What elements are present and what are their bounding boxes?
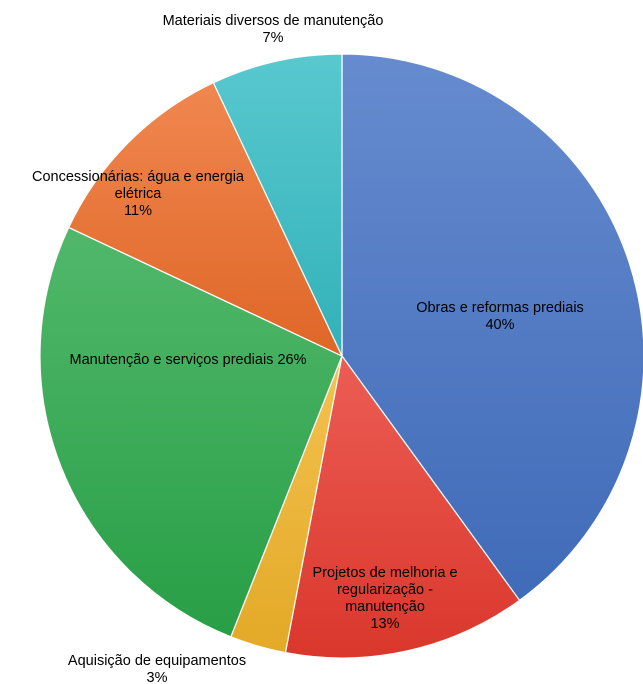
data-label-projetos-de-melhoria-e-regularizacao-manutencao: Projetos de melhoria e regularização -man… (312, 565, 457, 632)
pie-slice-materiais-diversos-de-manutencao (212, 53, 343, 357)
data-label-line: regularização - (337, 582, 433, 598)
pie-slice-obras-e-reformas-prediais (341, 53, 643, 602)
data-label-aquisicao-de-equipamentos: Aquisição de equipamentos 3% (68, 653, 246, 684)
pie-slices (39, 53, 643, 659)
data-label-line: Obras e reformas prediais (416, 300, 584, 316)
data-label-line: Manutenção e serviços prediais 26% (70, 352, 307, 368)
data-label-line: 3% (147, 670, 168, 684)
data-label-line: Materiais diversos de manutenção (163, 13, 384, 29)
data-label-line: 7% (263, 30, 284, 46)
pie-slice-manutencao-e-servicos-prediais (39, 226, 343, 638)
pie-slice-projetos-de-melhoria-e-regularizacao-manutencao (284, 354, 521, 659)
data-label-line: 13% (370, 616, 399, 632)
data-label-line: 11% (124, 203, 152, 219)
data-label-line: elétrica (115, 186, 163, 202)
data-label-line: Projetos de melhoria e (312, 565, 457, 581)
data-label-line: 40% (485, 317, 514, 333)
data-label-line: Aquisição de equipamentos (68, 653, 246, 669)
data-labels: Obras e reformas prediais 40% Projetos de … (32, 13, 584, 684)
data-label-manutencao-e-servicos-prediais: Manutenção e serviços prediais 26% (70, 352, 307, 368)
pie-slice-concessionarias-agua-e-energia-eletrica (67, 81, 344, 358)
data-label-line: manutenção (345, 599, 425, 615)
data-label-materiais-diversos-de-manutencao: Materiais diversos de manutenção 7% (163, 13, 384, 46)
data-label-line: Concessionárias: água e energia (32, 169, 245, 185)
data-label-concessionarias-agua-e-energia-eletrica: Concessionárias: água e energia elétrica 1… (32, 169, 245, 219)
data-label-obras-e-reformas-prediais: Obras e reformas prediais 40% (416, 300, 584, 333)
